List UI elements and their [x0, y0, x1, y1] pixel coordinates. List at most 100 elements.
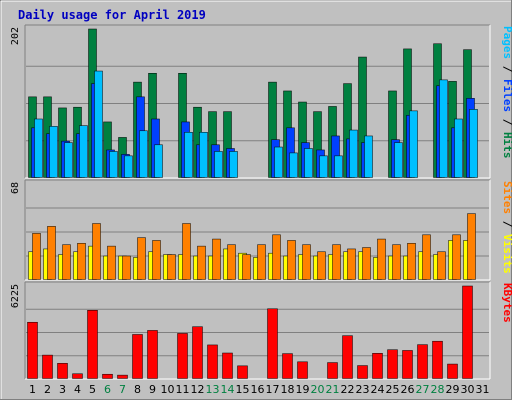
x-tick-label-17: 17: [266, 383, 280, 396]
x-tick-label-9: 9: [149, 383, 156, 396]
bar-kbytes-day-5: [87, 310, 98, 379]
x-tick-label-25: 25: [386, 383, 400, 396]
bar-kbytes-day-22: [342, 335, 353, 379]
bar-kbytes-day-17: [267, 308, 278, 379]
x-tick-label-10: 10: [161, 383, 175, 396]
bar-kbytes-day-6: [102, 373, 113, 379]
legend-part: Visits: [501, 234, 512, 274]
bar-pages-day-23: [364, 135, 373, 178]
legend-part: /: [501, 59, 512, 79]
bar-pages-day-9: [154, 144, 163, 178]
x-tick-label-8: 8: [134, 383, 141, 396]
x-tick-label-24: 24: [371, 383, 385, 396]
bar-pages-day-25: [394, 142, 403, 178]
chart-title: Daily usage for April 2019: [18, 8, 206, 22]
x-tick-label-29: 29: [446, 383, 460, 396]
bar-kbytes-day-27: [417, 344, 428, 379]
series-sites: [32, 213, 476, 280]
legend-part: KBytes: [501, 283, 512, 323]
bar-pages-day-1: [34, 118, 43, 178]
legend-visits-sites: Sites / Visits: [501, 181, 512, 274]
bar-sites-day-22: [347, 248, 356, 280]
legend-part: Files: [501, 79, 512, 112]
bar-pages-day-8: [139, 130, 148, 178]
bar-pages-day-5: [94, 70, 103, 178]
x-tick-label-20: 20: [311, 383, 325, 396]
bar-pages-day-11: [184, 132, 193, 178]
x-tick-label-7: 7: [119, 383, 126, 396]
x-tick-label-14: 14: [221, 383, 235, 396]
bar-kbytes-day-30: [462, 285, 473, 379]
bar-sites-day-17: [272, 234, 281, 280]
bar-kbytes-day-7: [117, 374, 128, 379]
x-tick-label-26: 26: [401, 383, 415, 396]
bar-kbytes-day-19: [297, 361, 308, 379]
bar-sites-day-5: [92, 223, 101, 280]
bar-pages-day-14: [229, 151, 238, 178]
bar-sites-day-27: [422, 234, 431, 280]
bar-sites-day-30: [467, 213, 476, 280]
bar-sites-day-18: [287, 240, 296, 280]
bar-pages-day-12: [199, 132, 208, 178]
bar-pages-day-19: [304, 148, 313, 178]
y-max-label: 68: [10, 182, 21, 194]
legend-part: Sites: [501, 181, 512, 214]
bar-sites-day-28: [437, 251, 446, 280]
panel-hits-files-pages: 202 Pages / Files / Hits: [10, 24, 512, 179]
bar-sites-day-9: [152, 240, 161, 280]
bar-pages-day-13: [214, 151, 223, 178]
x-tick-label-11: 11: [176, 383, 190, 396]
bar-pages-day-17: [274, 146, 283, 178]
x-tick-label-3: 3: [59, 383, 66, 396]
x-tick-label-12: 12: [191, 383, 205, 396]
bar-sites-day-26: [407, 243, 416, 280]
x-tick-label-21: 21: [326, 383, 340, 396]
bar-kbytes-day-28: [432, 340, 443, 379]
bar-sites-day-29: [452, 234, 461, 280]
bar-pages-day-26: [409, 110, 418, 178]
bar-kbytes-day-18: [282, 353, 293, 379]
series-pages: [34, 70, 478, 178]
bar-pages-day-18: [289, 152, 298, 178]
bar-kbytes-day-11: [177, 333, 188, 379]
bar-kbytes-day-12: [192, 326, 203, 379]
bar-sites-day-14: [227, 244, 236, 280]
x-tick-label-28: 28: [431, 383, 445, 396]
bar-sites-day-11: [182, 223, 191, 280]
bar-pages-day-6: [109, 151, 118, 178]
legend-part: Pages: [501, 26, 512, 59]
bar-sites-day-6: [107, 245, 116, 280]
bar-sites-day-19: [302, 244, 311, 280]
x-tick-label-6: 6: [104, 383, 111, 396]
bar-sites-day-21: [332, 244, 341, 280]
legend-part: Hits: [501, 132, 512, 159]
series-kbytes: [27, 285, 473, 379]
bar-kbytes-day-23: [357, 365, 368, 379]
bar-kbytes-day-24: [372, 353, 383, 379]
bar-pages-day-7: [124, 155, 133, 178]
bar-sites-day-1: [32, 233, 41, 280]
bar-kbytes-day-29: [447, 363, 458, 379]
bar-sites-day-4: [77, 243, 86, 280]
legend-part: /: [501, 112, 512, 132]
bar-pages-day-22: [349, 129, 358, 178]
bar-kbytes-day-25: [387, 349, 398, 379]
bar-kbytes-day-21: [327, 362, 338, 379]
panel-kbytes: 6225 KBytes: [10, 281, 512, 380]
bar-sites-day-13: [212, 238, 221, 280]
x-tick-label-1: 1: [29, 383, 36, 396]
bar-kbytes-day-15: [237, 365, 248, 379]
x-axis-labels: 1 2 3 4 5 6 7 8 9 10 11 12 13 14 15 16 17 18 19 20 21 22 23 24 2…: [29, 383, 490, 396]
x-tick-label-5: 5: [89, 383, 96, 396]
bar-sites-day-3: [62, 244, 71, 280]
x-tick-label-30: 30: [461, 383, 475, 396]
bar-pages-day-2: [49, 126, 58, 178]
bar-sites-day-23: [362, 247, 371, 280]
bar-sites-day-12: [197, 245, 206, 280]
x-tick-label-27: 27: [416, 383, 430, 396]
bar-sites-day-25: [392, 244, 401, 280]
bar-kbytes-day-9: [147, 330, 158, 379]
bar-kbytes-day-26: [402, 350, 413, 379]
x-tick-label-22: 22: [341, 383, 355, 396]
